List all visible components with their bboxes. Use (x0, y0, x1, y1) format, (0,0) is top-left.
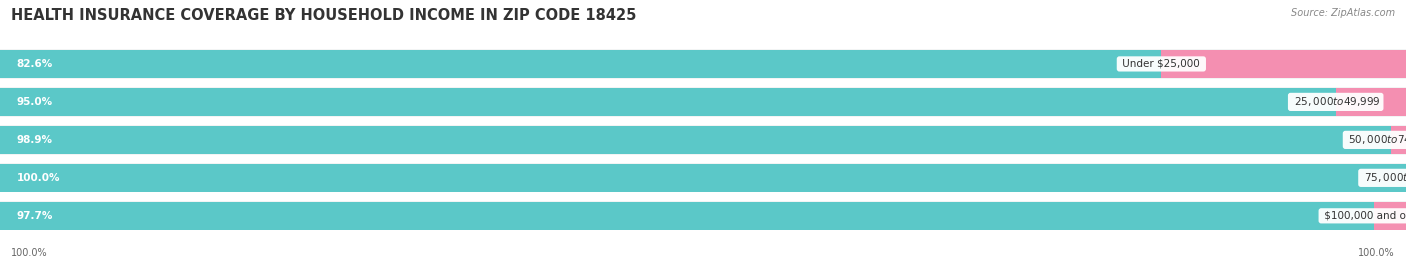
Text: 82.6%: 82.6% (17, 59, 53, 69)
Bar (0, 202, 1374, 229)
Bar (0, 125, 1406, 154)
Text: $100,000 and over: $100,000 and over (1322, 211, 1406, 221)
Bar (1161, 50, 1406, 77)
Text: 100.0%: 100.0% (17, 173, 60, 183)
Text: 98.9%: 98.9% (17, 135, 53, 145)
Text: HEALTH INSURANCE COVERAGE BY HOUSEHOLD INCOME IN ZIP CODE 18425: HEALTH INSURANCE COVERAGE BY HOUSEHOLD I… (11, 8, 637, 23)
Bar (1336, 88, 1406, 116)
Bar (0, 88, 1336, 116)
Bar (0, 201, 1406, 231)
Text: 97.7%: 97.7% (17, 211, 53, 221)
Text: 95.0%: 95.0% (17, 97, 53, 107)
Bar (1391, 126, 1406, 154)
Bar (0, 50, 1161, 77)
Text: 100.0%: 100.0% (11, 248, 48, 258)
Text: $75,000 to $99,999: $75,000 to $99,999 (1361, 171, 1406, 184)
Text: $25,000 to $49,999: $25,000 to $49,999 (1291, 95, 1381, 108)
Bar (0, 164, 1406, 192)
Bar (0, 49, 1406, 79)
Text: 100.0%: 100.0% (1358, 248, 1395, 258)
Bar (0, 126, 1391, 154)
Text: Source: ZipAtlas.com: Source: ZipAtlas.com (1291, 8, 1395, 18)
Bar (0, 87, 1406, 116)
Text: Under $25,000: Under $25,000 (1119, 59, 1204, 69)
Text: $50,000 to $74,999: $50,000 to $74,999 (1346, 133, 1406, 146)
Bar (0, 163, 1406, 193)
Bar (1374, 202, 1406, 229)
